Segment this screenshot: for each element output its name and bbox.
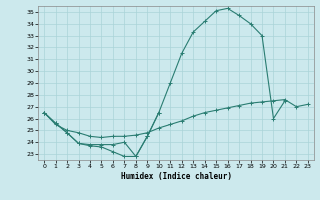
X-axis label: Humidex (Indice chaleur): Humidex (Indice chaleur) xyxy=(121,172,231,181)
